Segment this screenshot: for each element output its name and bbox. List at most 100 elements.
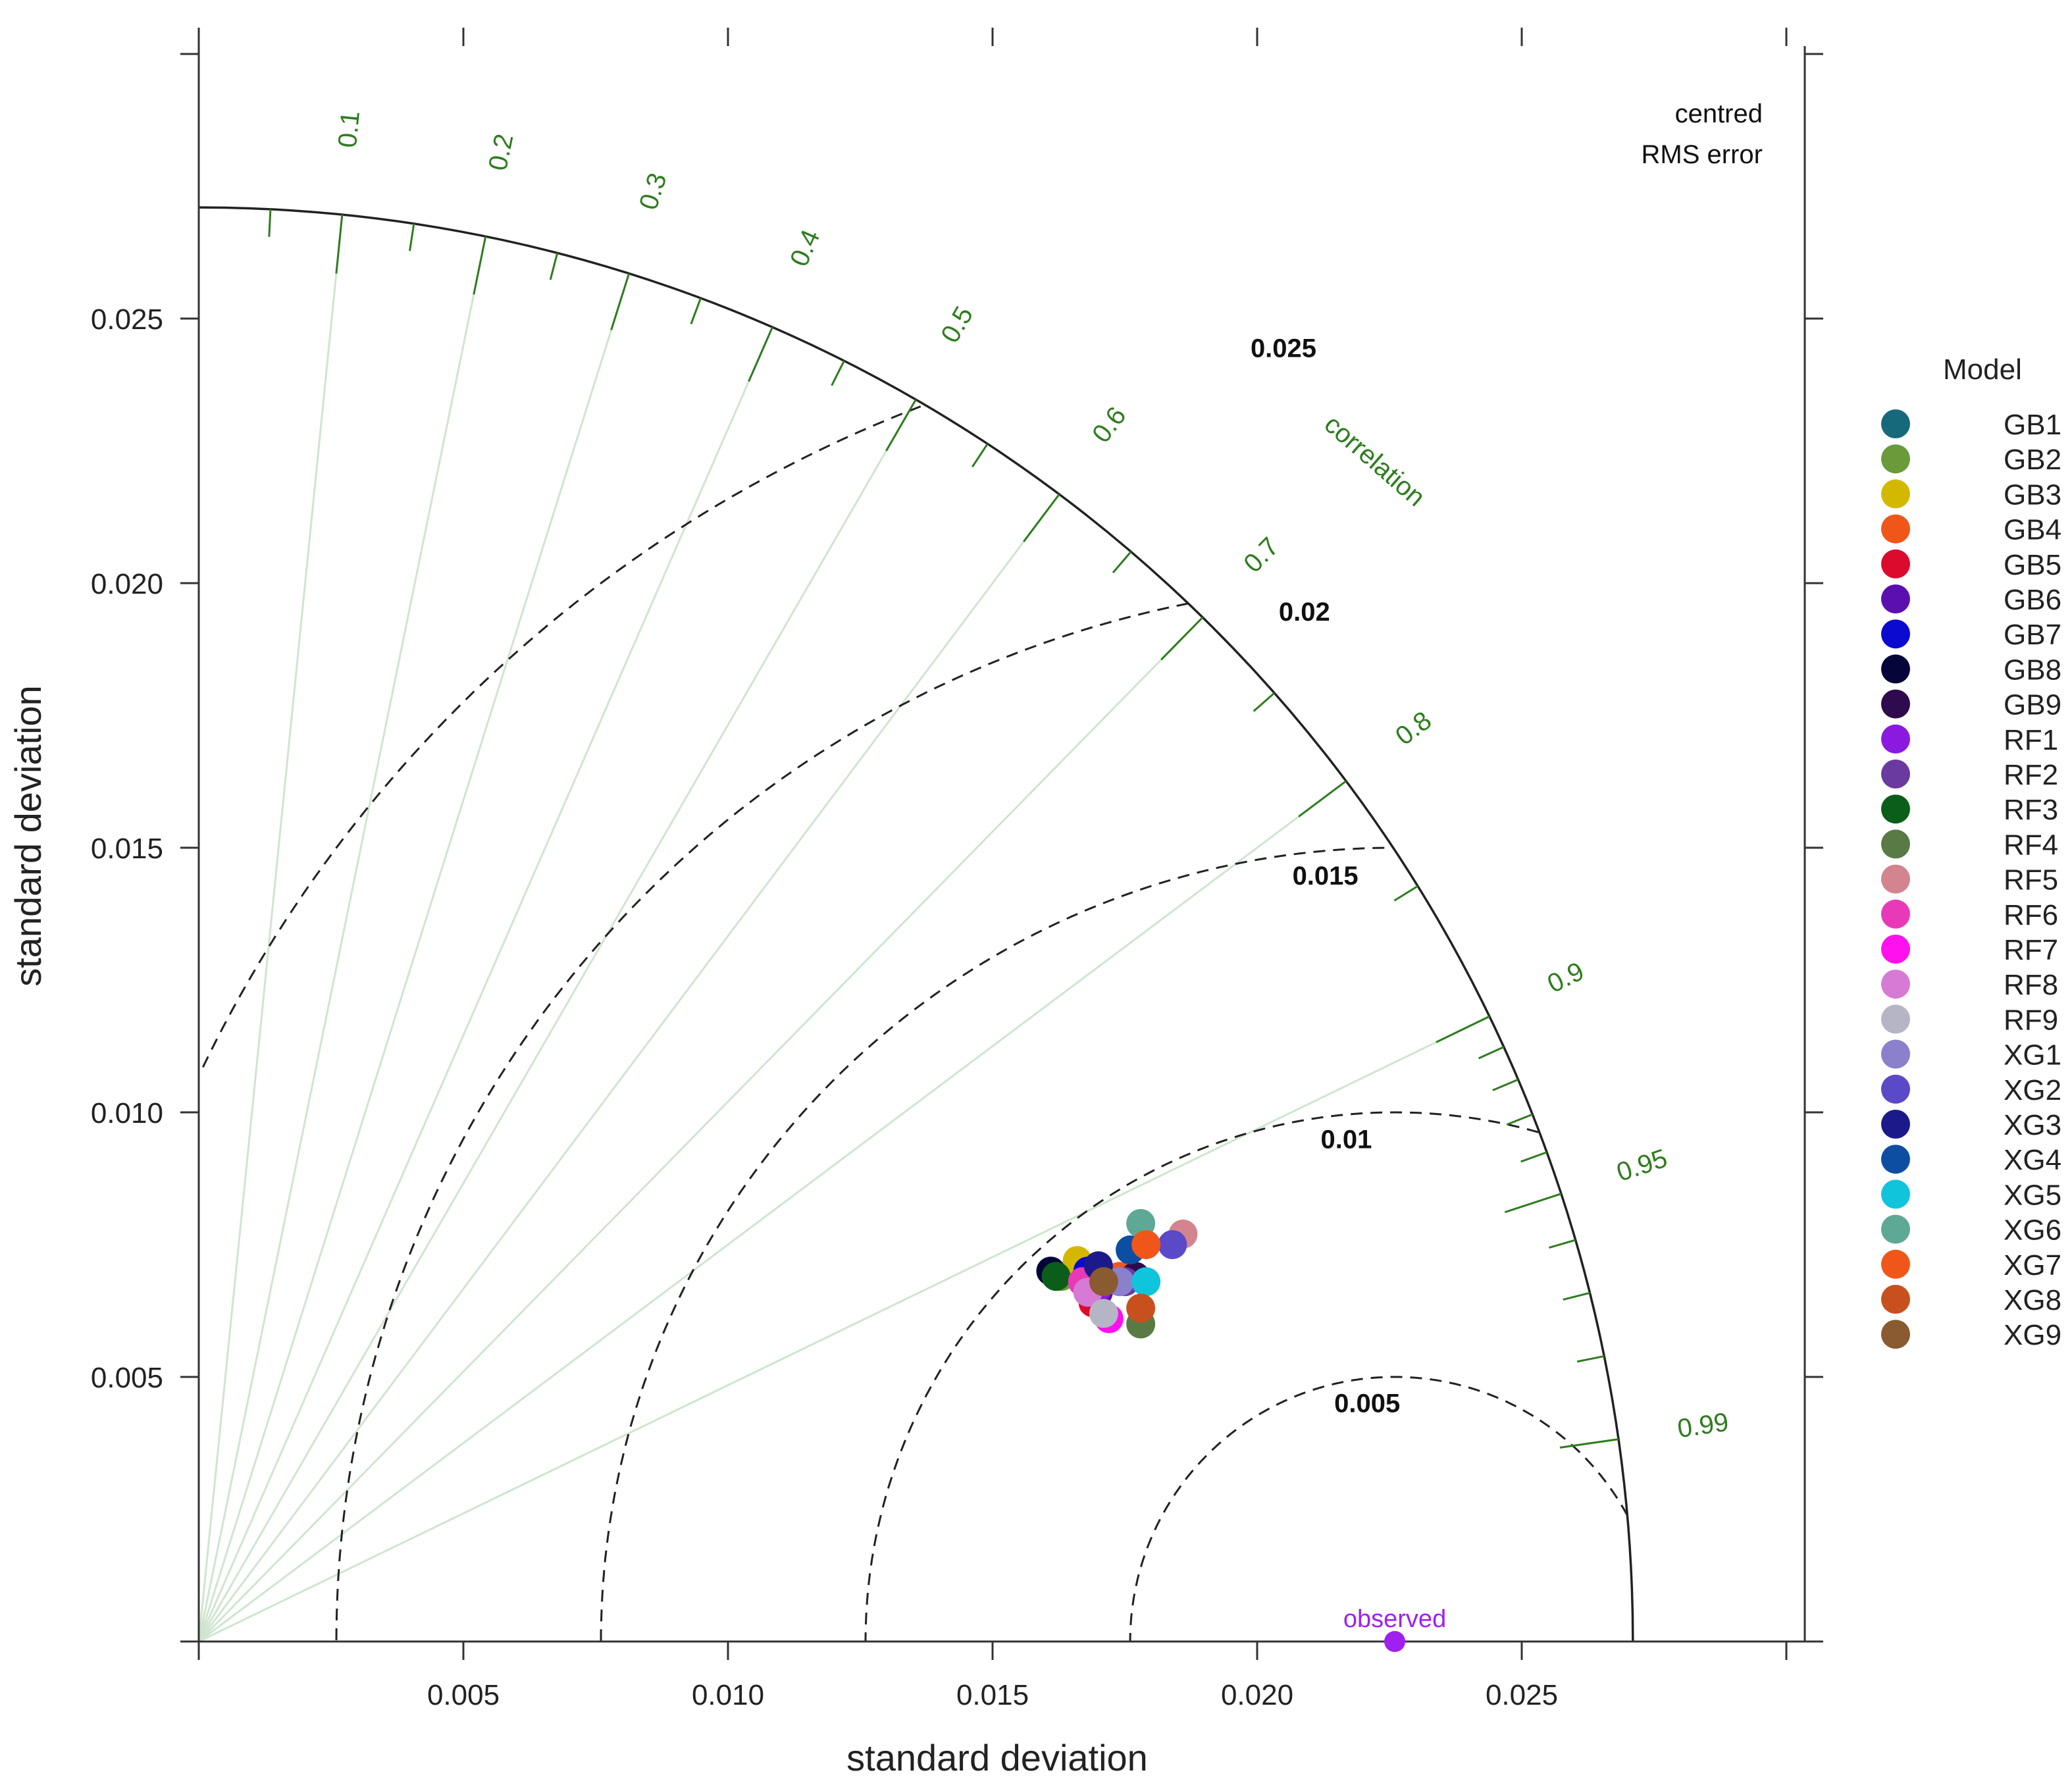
legend-label-XG1: XG1 (2004, 1039, 2061, 1072)
correlation-ray (197, 616, 1204, 1643)
model-point-XG2 (1158, 1230, 1187, 1259)
correlation-tick (831, 360, 845, 386)
x-tick-label: 0.010 (692, 1679, 764, 1711)
legend-swatch-RF4 (1881, 829, 1910, 859)
legend-label-GB6: GB6 (2004, 584, 2061, 616)
legend-swatch-XG7 (1881, 1249, 1910, 1279)
legend-label-GB3: GB3 (2004, 479, 2061, 511)
correlation-tick (1548, 1239, 1576, 1249)
legend-swatch-RF5 (1881, 864, 1910, 894)
rms-label: 0.01 (1320, 1125, 1372, 1154)
rms-note-line-1: centred (1675, 99, 1763, 128)
rms-note-line-2: RMS error (1642, 140, 1763, 169)
correlation-label: 0.5 (935, 301, 979, 348)
axis-ticks (180, 28, 1823, 1660)
correlation-label: 0.8 (1390, 706, 1437, 751)
correlation-tick (1492, 1078, 1519, 1091)
legend-swatch-XG6 (1881, 1214, 1910, 1244)
correlation-label: 0.3 (634, 170, 673, 213)
model-point-XG8 (1126, 1293, 1156, 1323)
legend-swatch-RF2 (1881, 760, 1910, 789)
legend-label-GB7: GB7 (2004, 619, 2061, 651)
correlation-label: 0.2 (483, 132, 519, 173)
correlation-tick (1576, 1355, 1605, 1363)
legend-label-GB2: GB2 (2004, 444, 2061, 476)
max-sd-arc (198, 206, 1634, 1642)
legend-label-XG3: XG3 (2004, 1109, 2061, 1141)
legend-title: Model (1943, 353, 2022, 386)
rms-arc (199, 405, 921, 1073)
correlation-tick (1506, 1113, 1533, 1125)
correlation-tick (549, 252, 559, 280)
legend-swatch-RF6 (1881, 899, 1910, 929)
correlation-tick (885, 399, 917, 452)
legend-swatch-GB3 (1881, 479, 1910, 509)
x-tick-label: 0.015 (956, 1679, 1029, 1711)
legend-swatch-RF9 (1881, 1004, 1910, 1034)
legend-swatch-RF3 (1881, 794, 1910, 824)
rms-arc (1129, 1376, 1628, 1642)
legend-swatch-XG4 (1881, 1145, 1910, 1174)
legend-swatch-XG2 (1881, 1074, 1910, 1104)
legend-label-RF5: RF5 (2004, 864, 2058, 896)
legend-label-RF6: RF6 (2004, 899, 2058, 931)
x-tick-label: 0.025 (1486, 1679, 1558, 1711)
correlation-tick (1436, 1015, 1490, 1043)
correlation-tick (610, 273, 631, 330)
correlation-ray (197, 236, 487, 1642)
y-tick-label: 0.005 (91, 1362, 163, 1394)
legend-swatch-GB5 (1881, 549, 1910, 579)
model-point-XG7 (1131, 1230, 1161, 1259)
observed-marker (1384, 1631, 1406, 1652)
x-axis-title: standard deviation (846, 1737, 1148, 1778)
legend-label-XG9: XG9 (2004, 1319, 2061, 1351)
frame-border (197, 46, 1806, 1643)
axis-tick-labels: 0.0050.0050.0100.0100.0150.0150.0200.020… (91, 303, 1558, 1711)
legend-label-XG5: XG5 (2004, 1179, 2061, 1211)
model-point-RF9 (1089, 1299, 1118, 1328)
rms-label: 0.005 (1334, 1389, 1400, 1418)
correlation-tick (1023, 494, 1060, 542)
legend-swatch-XG3 (1881, 1110, 1910, 1139)
correlation-tick (1520, 1151, 1547, 1163)
correlation-tick (335, 214, 344, 274)
y-tick-label: 0.020 (91, 568, 163, 600)
correlation-label: 0.7 (1238, 532, 1284, 579)
correlation-tick (1478, 1046, 1505, 1060)
correlation-tick (1393, 885, 1418, 902)
correlation-tick (748, 326, 773, 382)
correlation-ray (197, 273, 631, 1642)
correlation-ticks (268, 209, 1619, 1449)
x-tick-label: 0.005 (427, 1679, 500, 1711)
legend-swatch-GB2 (1881, 444, 1910, 474)
legend-swatch-XG8 (1881, 1285, 1910, 1314)
correlation-rays (197, 214, 1490, 1643)
legend-label-GB1: GB1 (2004, 409, 2061, 441)
model-point-XG9 (1089, 1267, 1118, 1297)
correlation-ray (197, 494, 1060, 1642)
correlation-ray (197, 326, 773, 1642)
rms-arc (864, 1111, 1539, 1642)
rms-label: 0.025 (1251, 334, 1316, 363)
legend-label-RF2: RF2 (2004, 759, 2058, 791)
correlation-label: 0.6 (1087, 401, 1132, 448)
legend-label-XG4: XG4 (2004, 1144, 2061, 1176)
legend-swatch-GB9 (1881, 689, 1910, 719)
correlation-ray (197, 214, 344, 1642)
legend-label-RF3: RF3 (2004, 794, 2058, 826)
correlation-ray (197, 399, 917, 1642)
correlation-labels: 0.1 0.2 0.3 0.4 0.5 0.6 0.7 0.8 0.9 0.95 0.99 (333, 110, 1730, 1444)
legend-label-XG7: XG7 (2004, 1249, 2061, 1281)
legend-swatch-GB4 (1881, 514, 1910, 544)
legend-label-GB4: GB4 (2004, 514, 2061, 546)
legend-label-GB5: GB5 (2004, 549, 2061, 581)
correlation-label: 0.1 (333, 110, 365, 149)
correlation-tick (690, 298, 702, 324)
legend-swatch-GB6 (1881, 584, 1910, 613)
correlation-tick (1504, 1193, 1562, 1214)
correlation-ray (198, 1015, 1490, 1643)
correlation-title: correlation (1319, 409, 1431, 512)
x-tick-label: 0.020 (1221, 1679, 1293, 1711)
rms-error-labels: 0.005 0.01 0.015 0.02 0.025 (1251, 334, 1400, 1418)
legend-swatch-GB8 (1881, 654, 1910, 684)
